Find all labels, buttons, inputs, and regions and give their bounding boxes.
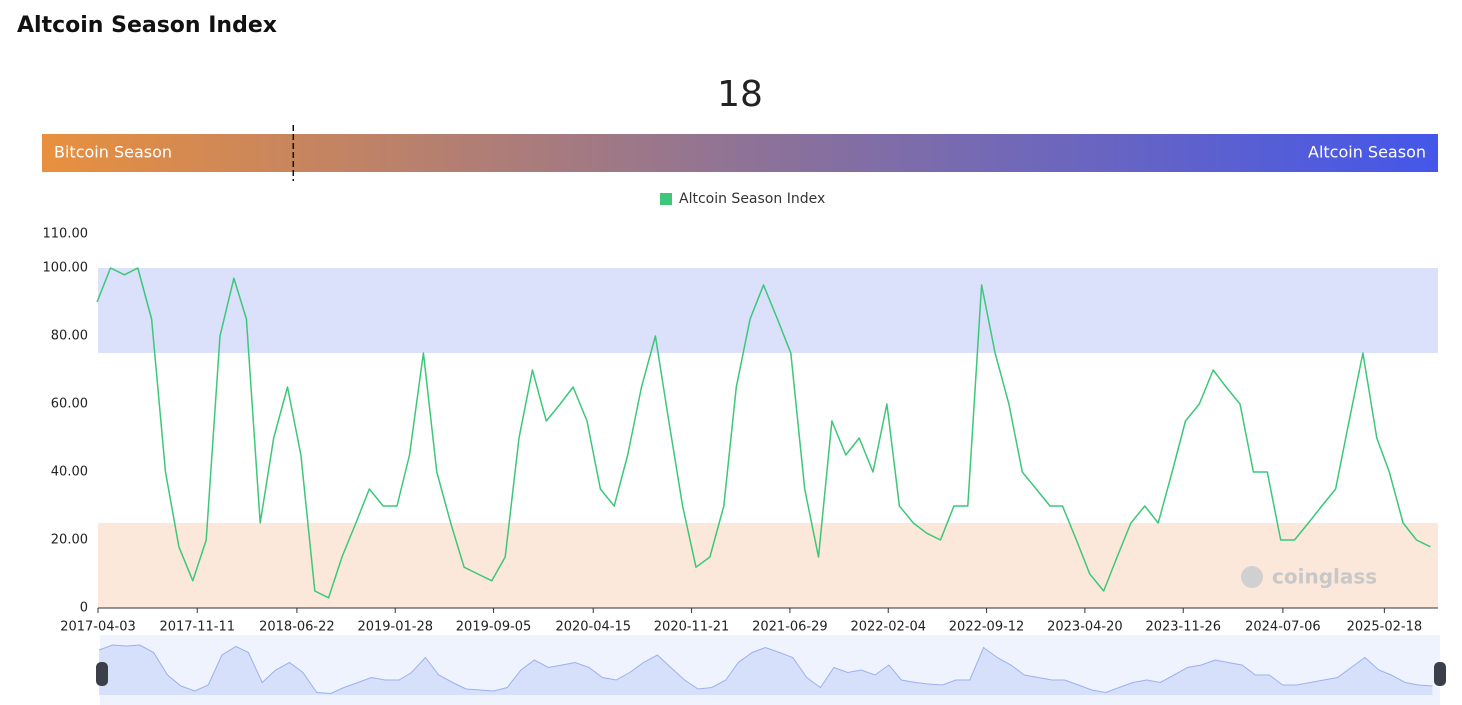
season-band [98, 268, 1438, 353]
plot: 0 20.00 40.00 60.00 80.00 100.00 110.00 2017-04… [43, 227, 1438, 635]
gauge-right-label: Altcoin Season [1308, 143, 1426, 162]
x-tick-label: 2021-06-29 [752, 620, 828, 635]
y-tick-label: 80.00 [51, 329, 88, 344]
gauge-bar [42, 134, 1438, 172]
y-tick-label: 20.00 [51, 533, 88, 548]
legend-swatch [660, 193, 672, 205]
x-tick-label: 2022-09-12 [949, 620, 1025, 635]
watermark-logo [1241, 566, 1263, 588]
x-tick-label: 2017-11-11 [159, 620, 235, 635]
navigator-series [98, 644, 1433, 695]
x-tick-label: 2017-04-03 [60, 620, 136, 635]
page-title: Altcoin Season Index [17, 13, 277, 38]
y-tick-label: 40.00 [51, 465, 88, 480]
x-tick-label: 2020-04-15 [555, 620, 631, 635]
navigator-area [99, 645, 1433, 695]
y-tick-label: 100.00 [43, 261, 89, 276]
watermark: coinglass [1272, 565, 1377, 589]
x-tick-label: 2023-11-26 [1145, 620, 1221, 635]
season-band [98, 523, 1438, 608]
x-tick-label: 2020-11-21 [654, 620, 730, 635]
gauge-left-label: Bitcoin Season [54, 143, 172, 162]
navigator-handle[interactable] [1434, 662, 1446, 686]
y-tick-label: 0 [80, 601, 88, 616]
legend-label: Altcoin Season Index [679, 191, 825, 207]
x-tick-label: 2022-02-04 [850, 620, 926, 635]
y-tick-label: 60.00 [51, 397, 88, 412]
gauge-value: 18 [717, 74, 763, 115]
series-line [96, 267, 1431, 599]
x-tick-label: 2025-02-18 [1347, 620, 1423, 635]
navigator-line [98, 644, 1433, 695]
x-tick-label: 2019-09-05 [456, 620, 532, 635]
navigator-handle[interactable] [96, 662, 108, 686]
x-tick-label: 2023-04-20 [1047, 620, 1123, 635]
x-tick-label: 2019-01-28 [357, 620, 433, 635]
x-tick-label: 2024-07-06 [1245, 620, 1321, 635]
y-tick-label: 110.00 [43, 227, 89, 242]
x-tick-label: 2018-06-22 [259, 620, 335, 635]
